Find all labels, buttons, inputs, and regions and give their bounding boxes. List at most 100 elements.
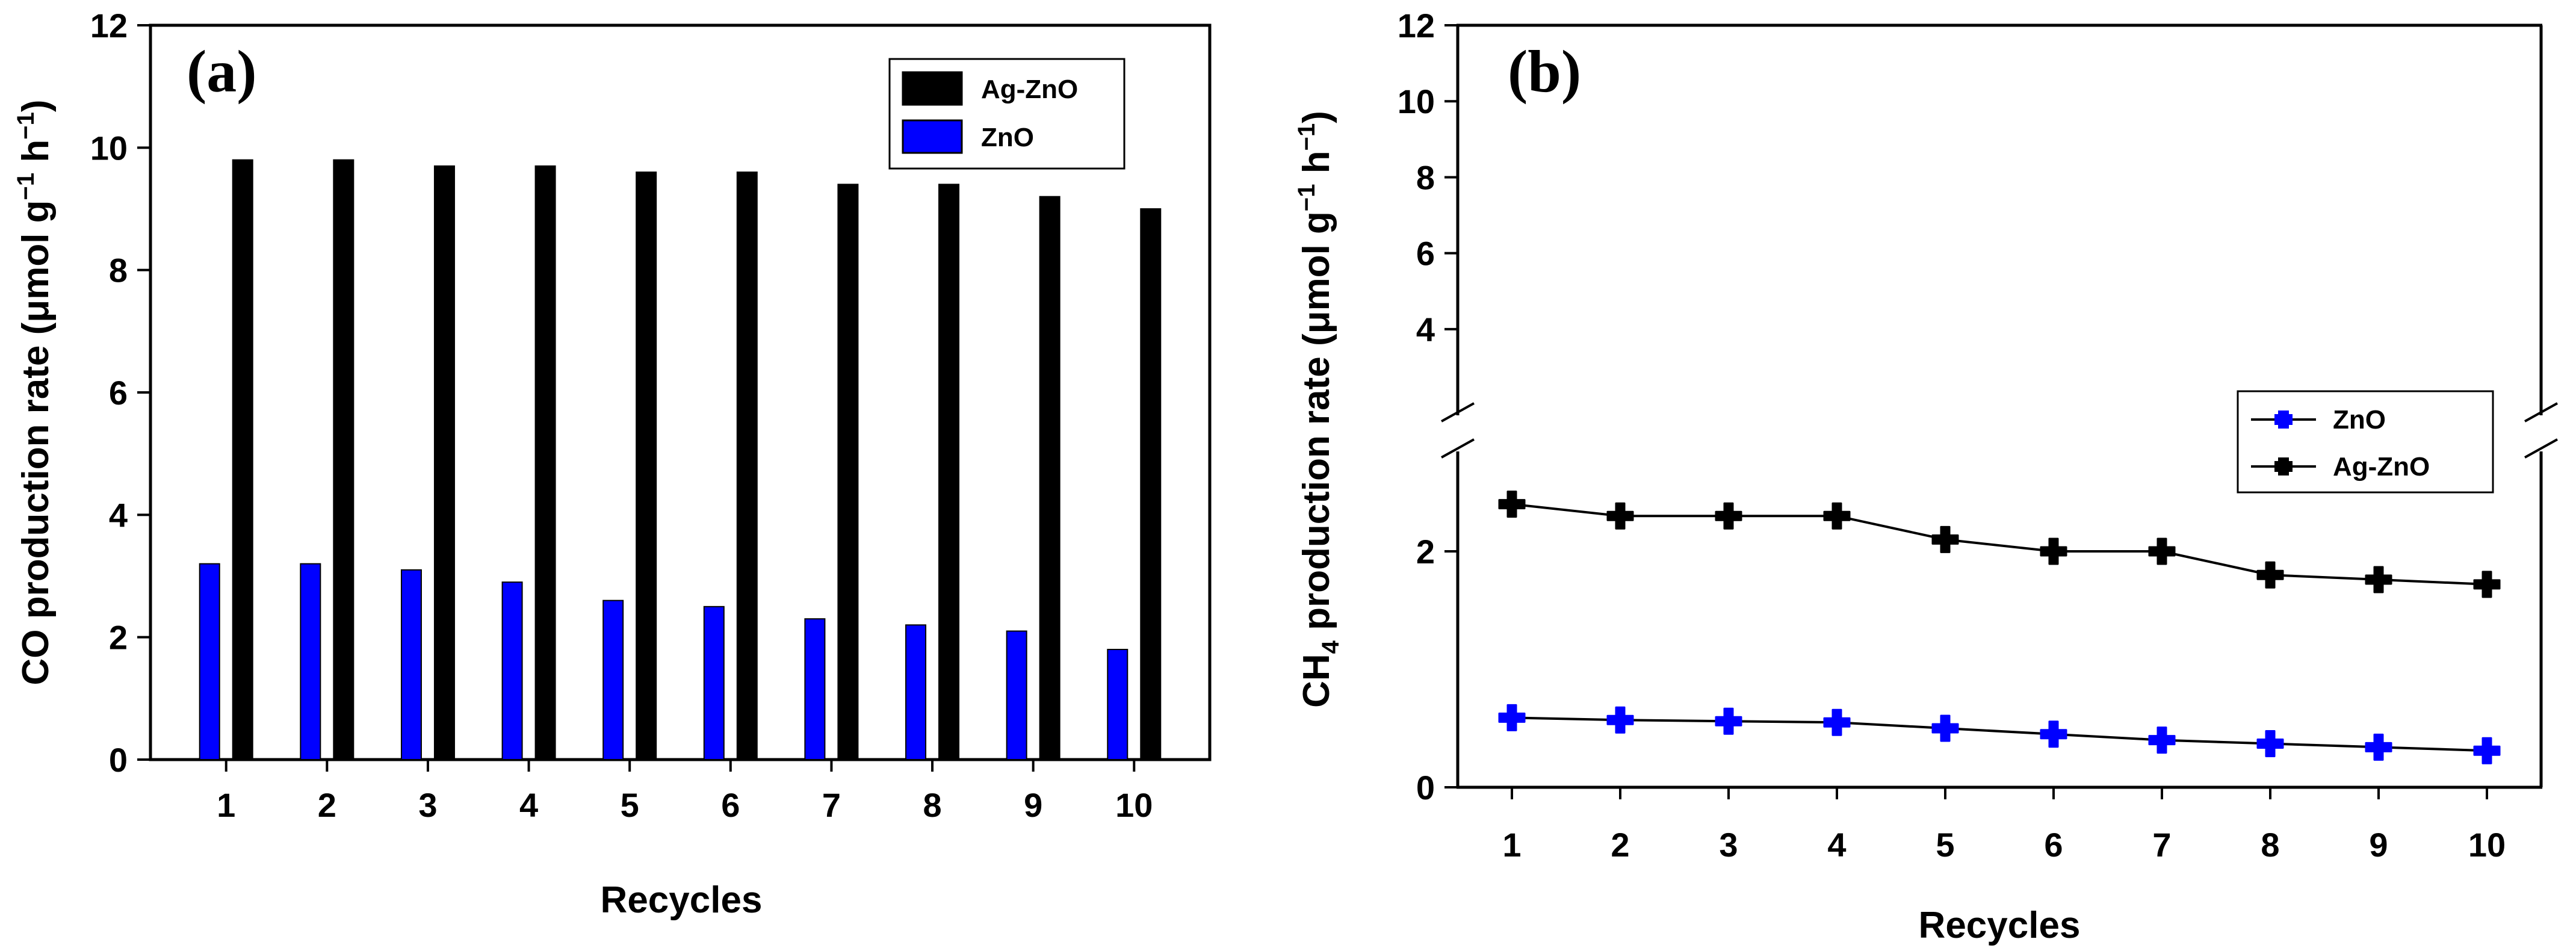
bar-ag-zno-2: [333, 159, 355, 760]
point-zno-6: [2040, 720, 2067, 748]
point-zno-7: [2148, 726, 2176, 754]
bar-zno-9: [1006, 630, 1027, 760]
panel-a-y-tick-label: 10: [90, 129, 128, 167]
point-ag-zno-2: [1606, 502, 1634, 530]
panel-a-y-tick-label: 4: [109, 496, 128, 534]
panel-b-break-mark-left-top: [1441, 402, 1475, 423]
panel-b-ylabel-sup1: −1: [1293, 184, 1320, 211]
legend-marker-zno: [2274, 410, 2293, 429]
legend-label-zno: ZnO: [981, 123, 1034, 152]
legend-label-b-zno: ZnO: [2333, 405, 2386, 435]
panel-a-ylabel-h: h: [15, 140, 57, 173]
panel-a-x-tick-label: 9: [1024, 786, 1042, 824]
panel-b-break-mark-left-bottom: [1441, 438, 1475, 459]
panel-a-y-tick-label: 8: [109, 252, 128, 290]
series-line-zno: [1511, 716, 2488, 752]
legend-label-b-ag-zno: Ag-ZnO: [2333, 452, 2430, 482]
panel-b-x-tick-label: 2: [1611, 826, 1629, 864]
point-ag-zno-9: [2365, 566, 2392, 593]
panel-a-x-tick-label: 1: [217, 786, 235, 824]
panel-a-ylabel-close: ): [15, 99, 57, 112]
bar-ag-zno-6: [736, 172, 758, 760]
panel-a-x-ticks: 1 2 3 4 5 6 7 8 9 10: [217, 760, 1153, 824]
series-line-ag-zno: [1511, 503, 2488, 586]
panel-a-x-tick-label: 10: [1115, 786, 1153, 824]
panel-b-y-tick-label: 12: [1398, 7, 1435, 45]
bar-ag-zno-9: [1039, 196, 1060, 760]
panel-b-break-mark-right-top: [2524, 402, 2558, 423]
panel-a-x-axis-label: Recycles: [601, 879, 763, 921]
bar-ag-zno-4: [534, 165, 556, 761]
panel-b-label: (b): [1508, 38, 1581, 105]
point-ag-zno-7: [2148, 537, 2176, 565]
bar-ag-zno-7: [837, 184, 859, 761]
panel-b-ylabel-h: h: [1296, 150, 1337, 184]
panel-b-x-tick-label: 9: [2369, 826, 2388, 864]
panel-b-x-tick-label: 4: [1827, 826, 1846, 864]
point-ag-zno-5: [1931, 525, 1959, 553]
panel-b-ylabel-main: production rate (μmol g: [1296, 211, 1337, 640]
point-zno-8: [2256, 730, 2284, 757]
bar-ag-zno-1: [232, 159, 253, 760]
panel-b-y-tick-label: 4: [1416, 311, 1435, 348]
panel-b-x-tick-label: 8: [2261, 826, 2279, 864]
point-zno-2: [1606, 706, 1634, 734]
panel-b-y-tick-label: 6: [1416, 235, 1435, 273]
legend-swatch-zno: [902, 119, 963, 154]
bar-ag-zno-5: [636, 172, 657, 760]
legend-marker-ag-zno: [2274, 457, 2293, 476]
panel-b-x-axis-label: Recycles: [1919, 905, 2081, 946]
panel-b-x-tick-label: 1: [1502, 826, 1521, 864]
bar-zno-4: [501, 581, 523, 761]
panel-b-y-tick-label: 10: [1398, 82, 1435, 120]
panel-b-ylabel-ch: CH: [1296, 654, 1337, 708]
panel-a-y-tick-label: 6: [109, 374, 128, 412]
point-ag-zno-1: [1498, 491, 1526, 518]
point-zno-9: [2365, 733, 2392, 761]
panel-a-bars: [199, 159, 1162, 761]
bar-ag-zno-8: [938, 184, 960, 761]
panel-b-ylabel-close: ): [1296, 111, 1337, 123]
point-zno-5: [1931, 714, 1959, 742]
bar-zno-6: [703, 606, 725, 760]
panel-b-series: [1498, 491, 2501, 764]
panel-a-ylabel-sup1: −1: [13, 173, 39, 200]
panel-b-x-tick-label: 5: [1936, 826, 1954, 864]
point-zno-10: [2473, 737, 2501, 764]
legend-label-ag-zno: Ag-ZnO: [981, 75, 1078, 104]
panel-b-y-ticks: 0 2 4 6 8 10 12: [1398, 7, 1458, 807]
bar-zno-1: [199, 563, 220, 761]
bar-zno-2: [300, 563, 321, 761]
panel-a-ylabel-main: CO production rate (μmol g: [15, 200, 57, 685]
point-zno-3: [1715, 707, 1742, 735]
panel-b-y-tick-label: 8: [1416, 158, 1435, 196]
panel-a-y-tick-label: 12: [90, 7, 128, 45]
panel-a-ylabel-sup2: −1: [13, 112, 39, 140]
panel-a-label: (a): [187, 38, 257, 105]
panel-a-y-tick-label: 0: [109, 741, 128, 779]
bar-ag-zno-3: [433, 165, 455, 761]
panel-b-x-tick-label: 6: [2044, 826, 2063, 864]
point-ag-zno-4: [1823, 502, 1851, 530]
bar-zno-5: [602, 599, 624, 761]
panel-a-x-tick-label: 3: [418, 786, 437, 824]
panel-b-legend: ZnO Ag-ZnO: [2237, 390, 2494, 494]
point-ag-zno-8: [2256, 561, 2284, 589]
bar-zno-10: [1107, 649, 1129, 760]
bar-zno-3: [400, 569, 422, 760]
bar-zno-7: [804, 618, 826, 760]
panel-b-x-tick-label: 3: [1719, 826, 1738, 864]
panel-a-x-tick-label: 2: [318, 786, 336, 824]
panel-b-ylabel-sub4: 4: [1317, 640, 1344, 654]
panel-a-y-tick-label: 2: [109, 619, 128, 657]
panel-b-ylabel-sup2: −1: [1293, 123, 1320, 151]
point-ag-zno-10: [2473, 571, 2501, 598]
panel-b-y-tick-label: 2: [1416, 533, 1435, 571]
legend-swatch-ag-zno: [902, 71, 963, 106]
panel-b-y-axis-label: CH4 production rate (μmol g−1 h−1): [1293, 111, 1344, 708]
panel-a-x-tick-label: 5: [621, 786, 639, 824]
bar-ag-zno-10: [1140, 208, 1162, 760]
